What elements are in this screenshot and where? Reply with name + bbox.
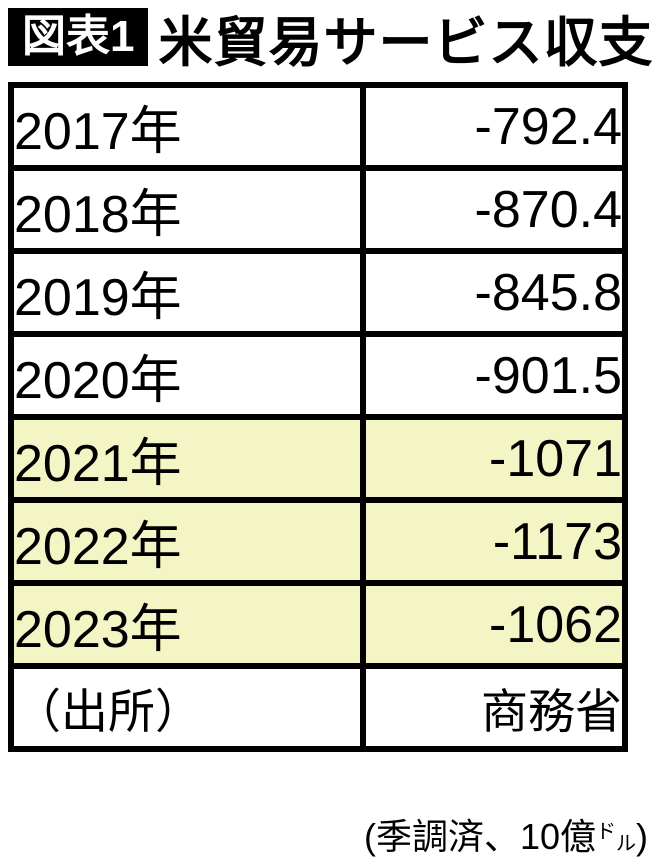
value-cell: -870.4: [360, 165, 628, 254]
unit-note-doru-top: ド: [596, 821, 616, 843]
year-cell: 2017年: [8, 82, 366, 171]
value-cell: -792.4: [360, 82, 628, 171]
unit-note-doru-bottom: ル: [616, 833, 636, 855]
figure-header: 図表1 米貿易サービス収支: [0, 0, 670, 73]
value-cell: -901.5: [360, 331, 628, 420]
unit-note-suffix: ): [636, 816, 648, 857]
value-cell: -1062: [360, 580, 628, 669]
table-row-2020: 2020年 -901.5: [8, 331, 628, 420]
table-row-2018: 2018年 -870.4: [8, 165, 628, 254]
unit-note-prefix: (季調済、10億: [363, 816, 596, 857]
year-cell: 2018年: [8, 165, 366, 254]
year-cell: 2020年: [8, 331, 366, 420]
source-label-cell: （出所）: [8, 663, 366, 752]
year-cell: 2019年: [8, 248, 366, 337]
year-cell: 2021年: [8, 414, 366, 503]
value-cell: -1173: [360, 497, 628, 586]
value-cell: -845.8: [360, 248, 628, 337]
year-cell: 2023年: [8, 580, 366, 669]
table-row-2019: 2019年 -845.8: [8, 248, 628, 337]
value-cell: -1071: [360, 414, 628, 503]
trade-balance-table: 2017年 -792.4 2018年 -870.4 2019年 -845.8 2…: [8, 82, 628, 752]
figure-title: 米貿易サービス収支: [158, 12, 654, 73]
unit-note: (季調済、10億ドル): [364, 808, 648, 860]
table-row-2021: 2021年 -1071: [8, 414, 628, 503]
table-row-2017: 2017年 -792.4: [8, 82, 628, 171]
year-cell: 2022年: [8, 497, 366, 586]
table-row-source: （出所） 商務省: [8, 663, 628, 752]
table-row-2023: 2023年 -1062: [8, 580, 628, 669]
table-row-2022: 2022年 -1173: [8, 497, 628, 586]
figure-number-badge: 図表1: [8, 8, 149, 66]
source-value-cell: 商務省: [360, 663, 628, 752]
